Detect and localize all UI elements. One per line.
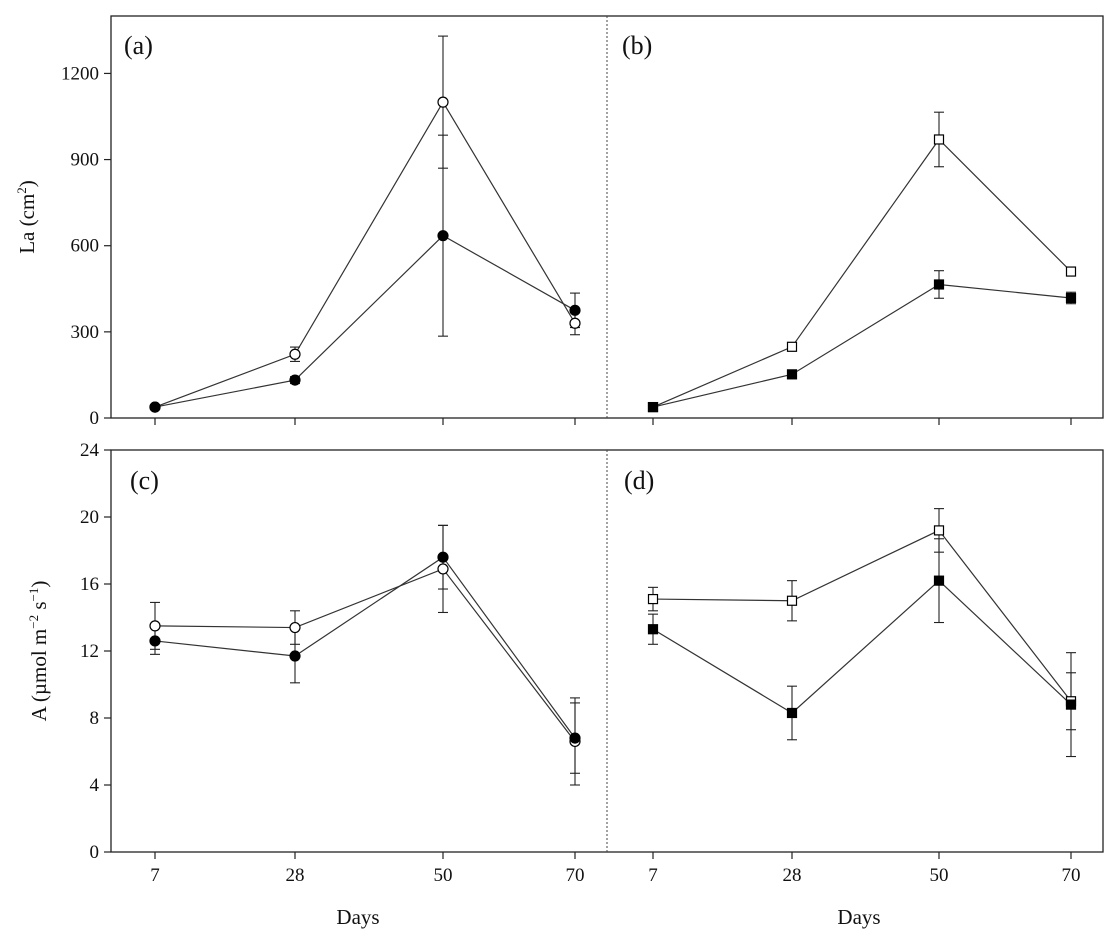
x-axis-label-c: Days [336, 905, 379, 929]
y-axis-label-bottom-sup: −2 [26, 615, 41, 629]
point-d-filled-squares-3 [1065, 699, 1077, 710]
point-c-filled-circles-3 [569, 732, 581, 744]
data-layer [149, 35, 1077, 786]
y-axis-label-bottom: A (µmol m−2 s−1) [26, 581, 51, 722]
x-axis-label-d: Days [837, 905, 880, 929]
series-line-a-filled-circles [154, 234, 576, 408]
series-line-d-open-squares [652, 529, 1072, 702]
x-tick-label-d-2: 50 [930, 865, 949, 886]
point-b-open-squares-2 [933, 134, 945, 145]
y-tick-label-a-3: 900 [71, 150, 100, 171]
x-tick-label-c-0: 7 [150, 865, 160, 886]
panel-label-c: (c) [130, 466, 159, 495]
x-tick-label-d-1: 28 [783, 865, 802, 886]
x-tick-label-c-3: 70 [566, 865, 585, 886]
point-d-filled-squares-0 [647, 624, 659, 635]
point-a-open-circles-2 [437, 96, 449, 108]
point-c-filled-circles-0 [149, 635, 161, 647]
y-axis-label-bottom-end: ) [27, 581, 51, 588]
x-tick-label-c-2: 50 [434, 865, 453, 886]
point-c-open-circles-1 [289, 621, 301, 634]
point-c-open-circles-0 [149, 620, 161, 632]
point-a-open-circles-1 [289, 348, 301, 360]
y-tick-label-c-4: 16 [80, 574, 99, 595]
y-axis-label-bottom-base: A (µmol m [27, 629, 51, 722]
y-axis-label-top: La (cm2) [14, 180, 39, 254]
point-a-open-circles-3 [569, 317, 581, 329]
point-c-filled-circles-2 [437, 551, 449, 563]
y-tick-label-c-1: 4 [90, 775, 100, 796]
y-tick-label-a-0: 0 [90, 408, 100, 429]
y-tick-label-c-6: 24 [80, 440, 100, 461]
y-tick-label-c-5: 20 [80, 507, 99, 528]
point-a-filled-circles-1 [289, 374, 301, 386]
y-tick-label-c-0: 0 [90, 842, 100, 863]
panel-label-d: (d) [624, 466, 654, 495]
point-d-open-squares-2 [933, 525, 945, 536]
panel-label-b: (b) [622, 31, 652, 60]
point-b-open-squares-3 [1065, 266, 1077, 277]
point-d-open-squares-1 [786, 595, 798, 606]
point-c-open-circles-2 [437, 563, 449, 575]
point-d-filled-squares-1 [786, 707, 798, 719]
series-line-b-filled-squares [652, 283, 1072, 408]
x-tick-label-d-3: 70 [1062, 865, 1081, 886]
series-line-a-open-circles [154, 100, 576, 408]
point-d-open-squares-0 [647, 593, 659, 605]
point-b-open-squares-1 [786, 341, 798, 352]
point-b-filled-squares-0 [647, 401, 659, 413]
y-axis-label-top-end: ) [15, 180, 39, 187]
y-tick-label-a-1: 300 [71, 322, 100, 343]
point-b-filled-squares-2 [933, 279, 945, 290]
series-line-b-open-squares [652, 138, 1072, 408]
y-axis-label-top-base: La (cm [15, 194, 39, 254]
y-axis-label-bottom-sup2: −1 [26, 588, 41, 602]
y-tick-label-c-2: 8 [90, 708, 100, 729]
x-tick-label-c-1: 28 [286, 865, 305, 886]
series-line-c-filled-circles [154, 556, 576, 739]
series-line-c-open-circles [154, 568, 576, 742]
point-a-filled-circles-2 [437, 230, 449, 242]
y-tick-label-a-4: 1200 [61, 63, 99, 84]
panel-label-a: (a) [124, 31, 153, 60]
point-d-filled-squares-2 [933, 575, 945, 586]
series-line-d-filled-squares [652, 579, 1072, 714]
y-tick-label-c-3: 12 [80, 641, 99, 662]
y-axis-label-bottom-mid: s [27, 601, 51, 614]
point-a-filled-circles-0 [149, 401, 161, 413]
text-layer: 0 300 600 900 1200 0 4 8 12 16 20 24 7 28 50 70 Days 7 28 5… [14, 31, 1081, 929]
x-tick-label-d-0: 7 [648, 865, 658, 886]
frame-layer [104, 15, 1104, 859]
point-c-filled-circles-1 [289, 650, 301, 662]
point-a-filled-circles-3 [569, 304, 581, 316]
y-axis-label-top-sup: 2 [14, 187, 29, 194]
y-tick-label-a-2: 600 [71, 236, 100, 257]
point-b-filled-squares-3 [1065, 292, 1077, 304]
point-b-filled-squares-1 [786, 369, 798, 380]
